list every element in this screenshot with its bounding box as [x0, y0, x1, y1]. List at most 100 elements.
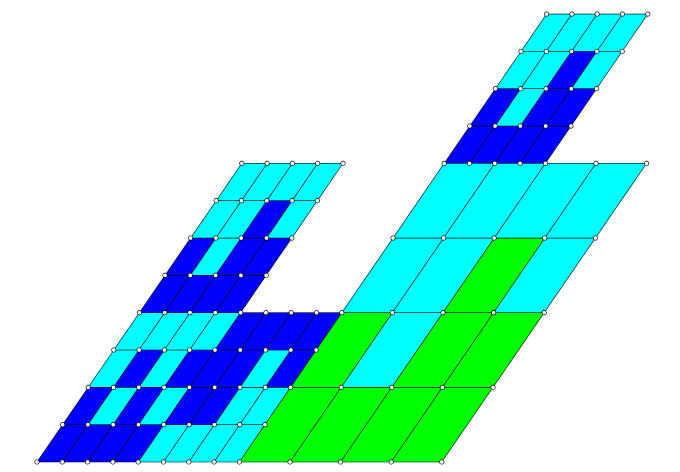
- vertex: [212, 384, 218, 390]
- vertex: [593, 160, 599, 166]
- vertex: [237, 422, 243, 428]
- vertex: [238, 198, 245, 204]
- vertex: [236, 459, 242, 465]
- vertex: [289, 235, 295, 241]
- vertex: [161, 422, 167, 428]
- vertex: [262, 384, 268, 390]
- vertex: [441, 235, 447, 241]
- vertex: [440, 310, 446, 316]
- vertex: [542, 235, 548, 241]
- vertex: [238, 235, 244, 241]
- vertex: [339, 310, 345, 316]
- vertex: [288, 310, 294, 316]
- vertex: [186, 422, 192, 428]
- vertex: [85, 422, 91, 428]
- vertex: [186, 459, 192, 465]
- vertex: [338, 384, 344, 390]
- vertex: [187, 347, 193, 353]
- vertex: [543, 86, 549, 92]
- vertex: [238, 310, 244, 316]
- vertex: [264, 198, 270, 204]
- vertex: [467, 123, 473, 129]
- vertex: [160, 459, 167, 465]
- vertex: [441, 160, 447, 166]
- vertex: [289, 160, 295, 166]
- vertex: [212, 310, 218, 316]
- vertex: [211, 422, 217, 428]
- vertex: [645, 11, 651, 17]
- vertex: [569, 48, 575, 54]
- vertex: [110, 384, 117, 390]
- vertex: [187, 272, 193, 278]
- vertex: [492, 86, 498, 92]
- vertex: [213, 198, 219, 204]
- vertex: [544, 11, 550, 17]
- vertex: [338, 459, 344, 465]
- vertex: [213, 235, 219, 241]
- vertex: [136, 384, 142, 390]
- vertex: [287, 459, 293, 465]
- vertex: [212, 347, 218, 353]
- vertex: [644, 160, 650, 166]
- vertex: [390, 235, 396, 241]
- vertex: [110, 422, 116, 428]
- vertex: [569, 11, 575, 17]
- vertex: [568, 123, 574, 129]
- vertex: [439, 384, 445, 390]
- vertex: [60, 422, 66, 428]
- vertex: [162, 310, 168, 316]
- vertex: [594, 48, 600, 54]
- vertex: [85, 459, 91, 465]
- vertex: [288, 347, 294, 353]
- vertex: [315, 160, 321, 166]
- vertex: [111, 347, 117, 353]
- vertex: [594, 11, 600, 17]
- vertex: [262, 422, 268, 428]
- vertex: [619, 11, 626, 17]
- vertex: [34, 459, 40, 465]
- vertex: [263, 272, 269, 278]
- vertex: [161, 384, 167, 390]
- vertex: [135, 459, 141, 465]
- vertex: [518, 48, 524, 54]
- vertex: [59, 459, 65, 465]
- vertices: [34, 11, 651, 465]
- vertex: [136, 347, 142, 353]
- vertex: [135, 422, 142, 428]
- vertex: [491, 310, 497, 316]
- vertex: [314, 198, 320, 204]
- vertex: [619, 48, 625, 54]
- vertex: [211, 459, 217, 465]
- vertex: [263, 347, 269, 353]
- vertex: [162, 272, 168, 278]
- vertex: [542, 160, 548, 166]
- vertex: [389, 310, 395, 316]
- cells: [36, 13, 649, 463]
- vertex: [313, 347, 319, 353]
- vertex: [541, 310, 547, 316]
- vertex: [568, 86, 574, 92]
- vertex: [517, 160, 523, 166]
- vertex: [188, 235, 194, 241]
- vertex: [288, 384, 294, 390]
- vertex: [238, 272, 244, 278]
- vertex: [492, 123, 498, 129]
- vertex: [263, 310, 269, 316]
- vertex: [213, 272, 219, 278]
- vertex: [263, 235, 270, 241]
- vertex: [186, 384, 192, 390]
- vertex: [85, 384, 91, 390]
- vertex: [592, 235, 598, 241]
- vertex: [289, 198, 295, 204]
- vertex: [491, 235, 497, 241]
- vertex: [389, 384, 395, 390]
- vertex: [518, 86, 524, 92]
- vertex: [439, 459, 445, 465]
- vertex: [187, 310, 193, 316]
- vertex: [161, 347, 167, 353]
- vertex: [543, 48, 549, 54]
- vertex: [237, 384, 243, 390]
- vertex: [264, 160, 270, 166]
